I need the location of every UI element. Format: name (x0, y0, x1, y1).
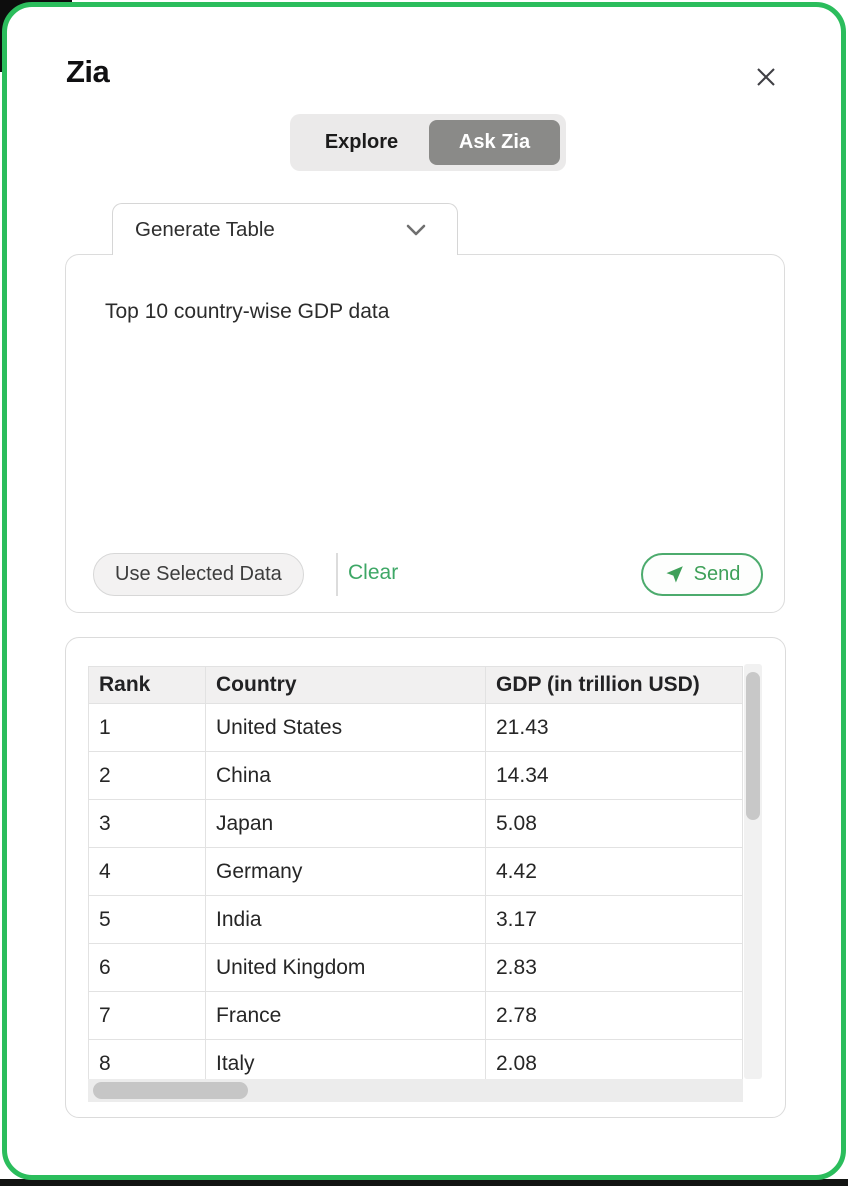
table-cell: Italy (205, 1039, 486, 1079)
mode-dropdown[interactable]: Generate Table (112, 203, 458, 255)
vertical-scrollbar[interactable] (744, 664, 762, 1079)
table-cell: 1 (88, 703, 206, 752)
table-cell: 5 (88, 895, 206, 944)
action-divider (336, 553, 338, 596)
send-paper-plane-icon (664, 564, 685, 585)
prompt-actions: Use Selected Data Clear Send (66, 553, 784, 596)
result-table-card: Rank Country GDP (in trillion USD) 1 Unit… (65, 637, 786, 1118)
horizontal-scrollbar-thumb[interactable] (93, 1082, 248, 1099)
table-row: 2 China 14.34 (88, 751, 743, 800)
table-cell: 14.34 (485, 751, 743, 800)
table-row: 3 Japan 5.08 (88, 799, 743, 848)
chevron-down-icon (405, 223, 427, 237)
table-cell: China (205, 751, 486, 800)
table-cell: United Kingdom (205, 943, 486, 992)
table-viewport: Rank Country GDP (in trillion USD) 1 Unit… (88, 666, 743, 1079)
table-cell: United States (205, 703, 486, 752)
table-cell: 4 (88, 847, 206, 896)
page-title: Zia (66, 54, 110, 89)
use-selected-data-button[interactable]: Use Selected Data (93, 553, 304, 596)
table-header-row: Rank Country GDP (in trillion USD) (88, 666, 743, 704)
table-cell: India (205, 895, 486, 944)
column-header-rank: Rank (88, 666, 206, 704)
table-cell: 2 (88, 751, 206, 800)
gdp-table: Rank Country GDP (in trillion USD) 1 Unit… (88, 666, 743, 1079)
mode-dropdown-label: Generate Table (135, 217, 275, 241)
table-row: 8 Italy 2.08 (88, 1039, 743, 1079)
table-cell: 6 (88, 943, 206, 992)
close-button[interactable] (749, 60, 783, 94)
send-button-label: Send (693, 563, 741, 585)
table-cell: Japan (205, 799, 486, 848)
column-header-country: Country (205, 666, 486, 704)
table-row: 4 Germany 4.42 (88, 847, 743, 896)
prompt-card: Top 10 country-wise GDP data Use Selecte… (65, 254, 785, 613)
column-header-gdp: GDP (in trillion USD) (485, 666, 743, 704)
table-cell: 2.83 (485, 943, 743, 992)
table-cell: 2.78 (485, 991, 743, 1040)
send-button[interactable]: Send (641, 553, 763, 596)
vertical-scrollbar-thumb[interactable] (746, 672, 760, 820)
table-cell: 5.08 (485, 799, 743, 848)
table-cell: 2.08 (485, 1039, 743, 1079)
table-cell: 4.42 (485, 847, 743, 896)
explore-askzia-toggle: Explore Ask Zia (290, 114, 566, 171)
toggle-option-ask-zia[interactable]: Ask Zia (429, 120, 560, 165)
table-row: 5 India 3.17 (88, 895, 743, 944)
toggle-option-explore[interactable]: Explore (324, 131, 399, 153)
clear-button[interactable]: Clear (348, 561, 399, 584)
close-icon (754, 65, 778, 89)
table-row: 7 France 2.78 (88, 991, 743, 1040)
table-row: 1 United States 21.43 (88, 703, 743, 752)
table-cell: 3.17 (485, 895, 743, 944)
table-cell: 7 (88, 991, 206, 1040)
background-dark-strip (0, 1179, 848, 1186)
table-cell: 21.43 (485, 703, 743, 752)
prompt-input[interactable]: Top 10 country-wise GDP data (105, 300, 390, 323)
horizontal-scrollbar[interactable] (88, 1079, 743, 1102)
table-cell: France (205, 991, 486, 1040)
table-row: 6 United Kingdom 2.83 (88, 943, 743, 992)
table-cell: 3 (88, 799, 206, 848)
table-cell: 8 (88, 1039, 206, 1079)
table-cell: Germany (205, 847, 486, 896)
